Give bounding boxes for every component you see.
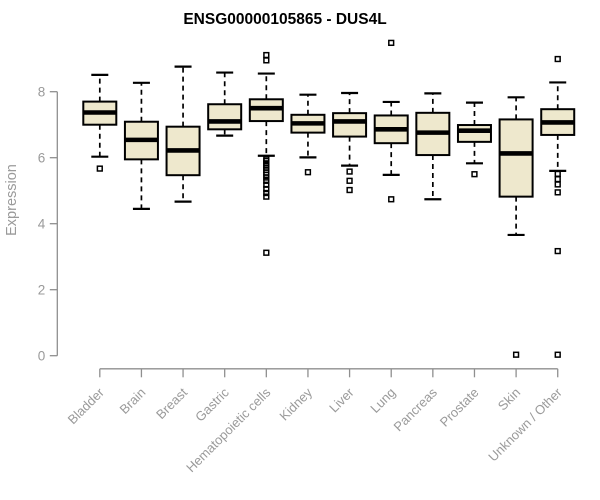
outlier-point — [263, 189, 270, 197]
outlier-point — [554, 247, 561, 255]
outlier-point — [554, 189, 561, 196]
x-tick-label: Lung — [367, 385, 398, 416]
boxplot-prostate — [456, 101, 492, 178]
boxplot-unknown-other — [540, 55, 576, 358]
box — [207, 103, 243, 131]
outlier-point — [388, 196, 395, 203]
x-tick-label: Bladder — [65, 384, 108, 427]
y-tick-label: 0 — [38, 349, 46, 364]
boxplot-gastric — [207, 71, 243, 137]
outlier-point — [263, 174, 270, 181]
boxplot-skin — [498, 96, 534, 358]
outlier-point — [263, 51, 270, 59]
outlier-point — [263, 193, 270, 200]
outlier-point — [263, 249, 270, 256]
outlier-point — [346, 168, 353, 175]
x-tick-label: Skin — [495, 385, 523, 413]
outlier-point — [304, 169, 312, 176]
x-tick-label: Prostate — [437, 385, 482, 430]
y-tick-label: 4 — [38, 217, 46, 232]
boxplot-breast — [165, 65, 201, 203]
box — [456, 124, 492, 143]
outlier-point — [96, 165, 103, 172]
outlier-point — [554, 176, 561, 183]
y-tick-label: 2 — [38, 283, 46, 298]
outlier-point — [263, 185, 270, 193]
outlier-point — [388, 39, 395, 47]
boxplot-bladder — [82, 73, 118, 172]
boxplot-pancreas — [415, 92, 451, 201]
outlier-point — [512, 351, 520, 358]
x-tick-label: Unknown / Other — [485, 384, 565, 464]
outlier-point — [554, 351, 561, 358]
boxplot-liver — [332, 91, 368, 194]
box — [332, 112, 368, 138]
outlier-point — [346, 186, 353, 194]
outlier-point — [263, 57, 270, 64]
y-axis-label: Expression — [4, 164, 20, 236]
x-tick-label: Breast — [153, 385, 190, 422]
boxplot-kidney — [290, 93, 326, 176]
outlier-point — [554, 170, 561, 178]
x-tick-label: Gastric — [192, 384, 232, 424]
x-tick-label: Pancreas — [391, 384, 441, 434]
outlier-point — [263, 177, 270, 184]
x-tick-label: Brain — [116, 385, 148, 417]
outlier-point — [554, 55, 561, 63]
x-tick-label: Kidney — [276, 384, 315, 423]
x-tick-label: Liver — [326, 384, 357, 415]
y-tick-label: 8 — [38, 85, 46, 100]
boxplot-lung — [373, 39, 409, 203]
outlier-point — [554, 181, 561, 188]
boxplot-hematopoietic-cells — [248, 51, 284, 256]
boxplot-brain — [123, 81, 159, 210]
y-tick-label: 6 — [38, 151, 46, 166]
box — [498, 118, 534, 198]
outlier-point — [471, 171, 478, 178]
outlier-point — [346, 177, 353, 184]
chart-title: ENSG00000105865 - DUS4L — [183, 11, 386, 28]
